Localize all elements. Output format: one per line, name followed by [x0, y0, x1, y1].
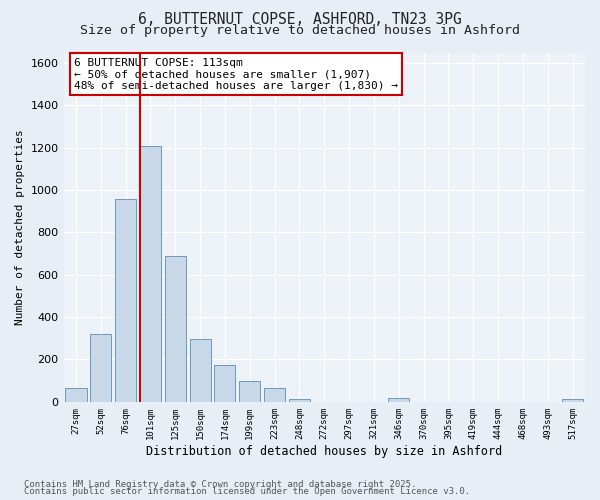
Text: Size of property relative to detached houses in Ashford: Size of property relative to detached ho… [80, 24, 520, 37]
Bar [289, 398, 310, 402]
Bar [562, 398, 583, 402]
Bar [264, 388, 285, 402]
Bar [239, 380, 260, 402]
Bar [65, 388, 86, 402]
Bar [190, 340, 211, 402]
Y-axis label: Number of detached properties: Number of detached properties [15, 130, 25, 325]
Text: 6, BUTTERNUT COPSE, ASHFORD, TN23 3PG: 6, BUTTERNUT COPSE, ASHFORD, TN23 3PG [138, 12, 462, 28]
X-axis label: Distribution of detached houses by size in Ashford: Distribution of detached houses by size … [146, 444, 502, 458]
Text: 6 BUTTERNUT COPSE: 113sqm
← 50% of detached houses are smaller (1,907)
48% of se: 6 BUTTERNUT COPSE: 113sqm ← 50% of detac… [74, 58, 398, 91]
Bar [90, 334, 112, 402]
Bar [140, 146, 161, 402]
Bar [165, 256, 186, 402]
Bar [214, 365, 235, 402]
Text: Contains HM Land Registry data © Crown copyright and database right 2025.: Contains HM Land Registry data © Crown c… [24, 480, 416, 489]
Bar [115, 198, 136, 402]
Text: Contains public sector information licensed under the Open Government Licence v3: Contains public sector information licen… [24, 487, 470, 496]
Bar [388, 398, 409, 402]
